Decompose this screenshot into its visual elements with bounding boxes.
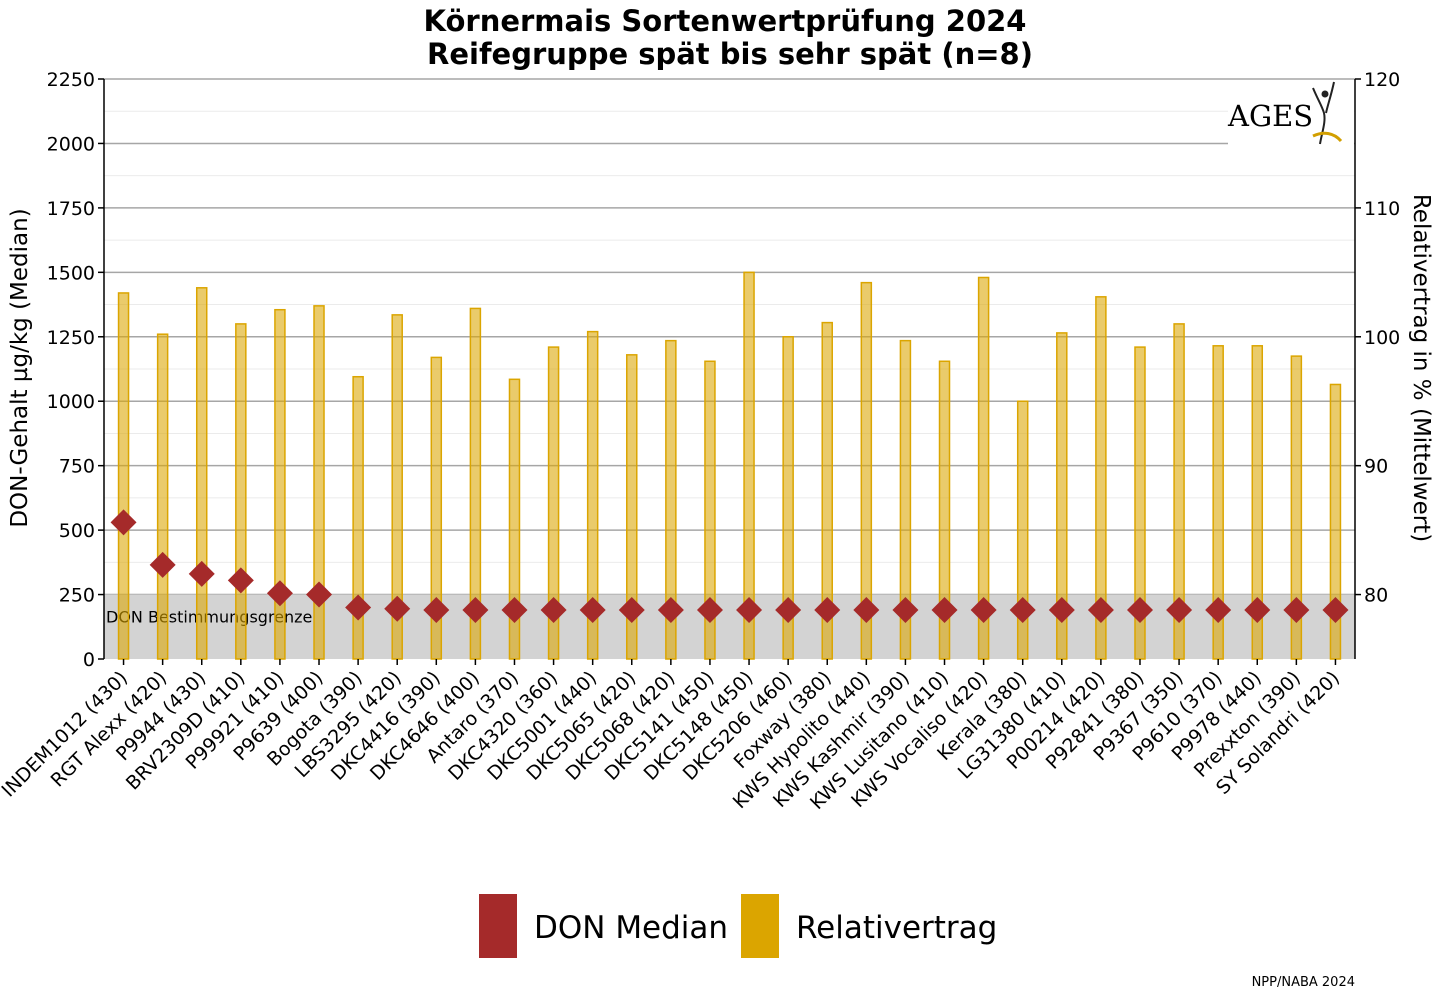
point-don-median — [149, 551, 176, 578]
point-don-median — [423, 597, 450, 624]
y-tick-label-right: 90 — [1364, 456, 1388, 478]
y-axis-left-title: DON-Gehalt µg/kg (Median) — [7, 208, 33, 527]
point-don-median — [736, 597, 763, 624]
bar-relativertrag — [235, 323, 247, 660]
point-don-median — [384, 595, 411, 622]
y-tick-label-left: 750 — [59, 456, 95, 478]
legend: DON Median Relativertrag — [479, 894, 997, 958]
point-series-don-median — [110, 509, 1349, 624]
point-don-median — [1166, 597, 1193, 624]
point-don-median — [618, 597, 645, 624]
point-don-median — [775, 597, 802, 624]
point-don-median — [1009, 597, 1036, 624]
bar-relativertrag — [117, 292, 130, 660]
y-axis-right-title: Relativertrag in % (Mittelwert) — [1408, 194, 1434, 542]
point-don-median — [853, 597, 880, 624]
detection-limit-band — [104, 594, 1355, 659]
point-don-median — [1087, 597, 1114, 624]
point-don-median — [1205, 597, 1232, 624]
y-tick-label-right: 110 — [1364, 198, 1400, 220]
bar-relativertrag — [195, 287, 208, 660]
footer-credit: NPP/NABA 2024 — [1252, 975, 1355, 990]
point-don-median — [227, 567, 254, 594]
point-don-median — [1244, 597, 1271, 624]
y-tick-label-left: 500 — [59, 520, 95, 542]
axes: 0 250 500 750 1000 1250 1500 1750 2000 2250 80 90 10… — [0, 69, 1400, 814]
grid-layer — [104, 78, 1355, 628]
legend-label: DON Median — [534, 910, 728, 946]
y-tick-label-left: 1500 — [47, 262, 95, 284]
y-tick-label-right: 100 — [1364, 327, 1400, 349]
legend-swatch — [479, 894, 517, 958]
y-tick-label-left: 1750 — [47, 198, 95, 220]
legend-label: Relativertrag — [796, 910, 997, 946]
y-tick-label-left: 250 — [59, 585, 95, 607]
point-don-median — [306, 581, 333, 608]
point-don-median — [1048, 597, 1075, 624]
bar-relativertrag — [274, 308, 286, 660]
point-don-median — [462, 597, 489, 624]
detection-limit-zone: DON Bestimmungsgrenze — [104, 594, 1355, 659]
point-don-median — [931, 597, 958, 624]
point-don-median — [188, 560, 215, 587]
point-don-median — [579, 597, 606, 624]
y-tick-label-right: 120 — [1364, 69, 1400, 91]
legend-swatch — [741, 894, 779, 958]
y-tick-label-left: 0 — [83, 649, 95, 671]
y-tick-label-right: 80 — [1364, 585, 1388, 607]
point-don-median — [970, 597, 997, 624]
point-don-median — [1283, 597, 1310, 624]
point-don-median — [1322, 597, 1349, 624]
point-don-median — [345, 594, 372, 621]
point-don-median — [540, 597, 567, 624]
point-don-median — [657, 597, 684, 624]
point-don-median — [1126, 597, 1153, 624]
point-don-median — [814, 597, 841, 624]
chart-title-line-2: Reifegruppe spät bis sehr spät (n=8) — [427, 37, 1033, 71]
y-tick-label-left: 2000 — [47, 133, 95, 155]
point-don-median — [696, 597, 723, 624]
chart-title-line-1: Körnermais Sortenwertprüfung 2024 — [424, 4, 1027, 38]
bar-relativertrag — [156, 333, 169, 660]
ages-logo-text: AGES — [1227, 99, 1313, 133]
point-don-median — [501, 597, 528, 624]
point-don-median — [110, 509, 137, 536]
point-don-median — [266, 580, 293, 607]
ages-logo: AGES — [1227, 80, 1354, 148]
y-tick-label-left: 1000 — [47, 391, 95, 413]
y-tick-label-left: 2250 — [47, 69, 95, 91]
point-don-median — [892, 597, 919, 624]
y-tick-label-left: 1250 — [47, 327, 95, 349]
ages-logo-figure-icon — [1312, 81, 1343, 145]
